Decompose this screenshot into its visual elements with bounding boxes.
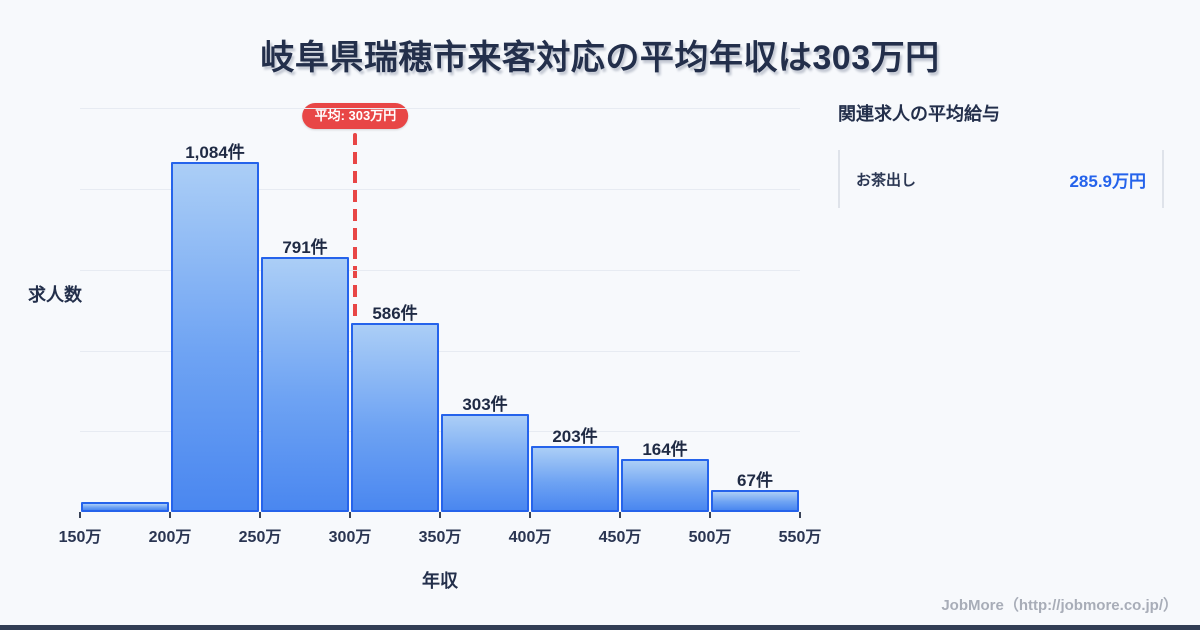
x-axis-tick-label: 350万: [418, 529, 462, 546]
x-axis-tick: [799, 512, 801, 518]
x-axis-tick: [169, 512, 171, 518]
related-job-name: お茶出し: [856, 171, 917, 189]
gridline: [80, 269, 800, 271]
bar-value-label: 1,084件: [185, 143, 245, 162]
histogram-bar: [531, 446, 619, 512]
bar-value-label: 203件: [552, 427, 598, 447]
x-axis-tick-label: 450万: [598, 529, 642, 546]
page-title: 岐阜県瑞穂市来客対応の平均年収は303万円: [260, 39, 940, 77]
bottom-accent-bar: [0, 625, 1200, 630]
x-axis-tick: [79, 512, 81, 518]
x-axis-tick-label: 250万: [238, 529, 282, 546]
x-axis-tick-label: 400万: [508, 529, 552, 546]
histogram-bar: [171, 162, 259, 512]
related-job-salary: 285.9万円: [1069, 171, 1146, 191]
histogram-bar: [261, 256, 349, 512]
histogram-bar: [441, 414, 529, 512]
x-axis-tick-label: 550万: [778, 529, 822, 546]
x-axis-title: 年収: [422, 571, 458, 591]
histogram-bar: [621, 459, 709, 512]
x-axis-tick: [439, 512, 441, 518]
average-line: [353, 133, 358, 512]
x-axis-tick-label: 200万: [148, 529, 192, 546]
histogram-bar: [351, 322, 439, 512]
gridline: [80, 108, 800, 110]
histogram-bar: [81, 501, 169, 512]
x-axis-tick-label: 150万: [58, 529, 102, 546]
gridline: [80, 431, 800, 433]
bar-value-label: 164件: [642, 440, 688, 460]
x-axis-tick-label: 500万: [688, 529, 732, 546]
y-axis-title: 求人数: [28, 285, 82, 305]
bar-value-label: 67件: [737, 471, 773, 491]
related-jobs-heading: 関連求人の平均給与: [838, 104, 1000, 124]
x-axis-tick: [349, 512, 351, 518]
source-credit: JobMore（http://jobmore.co.jp/）: [941, 597, 1178, 614]
x-axis-tick-label: 300万: [328, 529, 372, 546]
bar-value-label: 586件: [372, 303, 418, 323]
gridline: [80, 350, 800, 352]
x-axis-tick: [619, 512, 621, 518]
gridline: [80, 189, 800, 191]
x-axis-tick: [709, 512, 711, 518]
x-axis-tick: [259, 512, 261, 518]
histogram-bar: [711, 490, 799, 512]
bar-value-label: 303件: [462, 395, 508, 415]
related-jobs-panel: 関連求人の平均給与 お茶出し 285.9万円: [838, 100, 1164, 208]
bar-value-label: 791件: [282, 237, 328, 257]
x-axis-tick: [529, 512, 531, 518]
related-job-row: お茶出し 285.9万円: [838, 150, 1164, 208]
average-value-badge: 平均: 303万円: [302, 103, 409, 129]
